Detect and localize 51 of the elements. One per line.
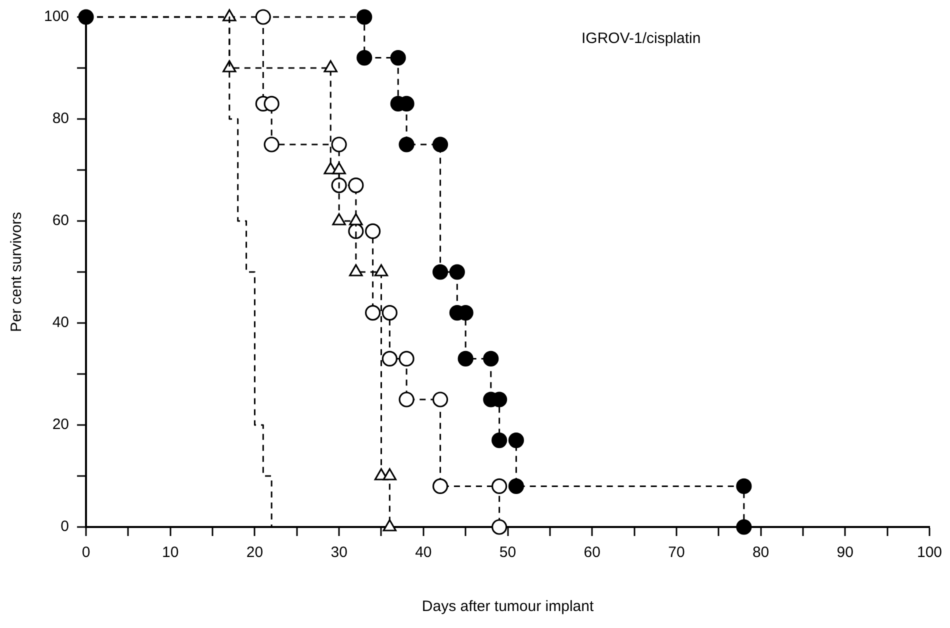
x-axis-title: Days after tumour implant (422, 598, 594, 616)
annotation: IGROV-1/cisplatin (581, 30, 701, 48)
point (508, 478, 524, 494)
point (449, 264, 465, 280)
point (736, 519, 752, 535)
point (382, 305, 398, 321)
x-tick-label: 20 (246, 544, 264, 562)
x-tick-label: 60 (584, 544, 600, 562)
y-tick-label: 40 (52, 314, 70, 332)
x-tick-label: 0 (82, 544, 90, 562)
point (398, 136, 414, 152)
point (432, 136, 448, 152)
point (492, 519, 508, 535)
point (432, 392, 448, 408)
y-tick-label: 20 (52, 416, 70, 434)
x-tick-label: 70 (668, 544, 685, 562)
y-tick-label: 80 (52, 110, 70, 128)
x-tick-label: 50 (499, 544, 516, 562)
point (78, 9, 94, 25)
y-axis-title: Per cent survivors (8, 212, 26, 332)
x-tick-label: 100 (916, 544, 942, 562)
point (432, 478, 448, 494)
point (432, 264, 448, 280)
point (390, 50, 406, 66)
x-tick-label: 10 (162, 544, 179, 562)
point (365, 305, 381, 321)
point (398, 350, 414, 366)
y-tick-label: 60 (52, 212, 70, 230)
x-tick-label: 30 (330, 544, 348, 562)
point (348, 178, 364, 194)
point (398, 392, 414, 408)
x-tick-label: 90 (836, 544, 854, 562)
point (365, 223, 381, 239)
point (458, 350, 474, 366)
point (331, 178, 347, 194)
y-tick-label: 100 (44, 8, 70, 26)
point (264, 136, 280, 152)
point (382, 350, 398, 366)
point (356, 9, 372, 25)
y-tick-label: 0 (60, 518, 70, 536)
point (331, 136, 347, 152)
point (492, 478, 508, 494)
point (483, 350, 499, 366)
point (736, 478, 752, 494)
point (356, 50, 372, 66)
point (255, 9, 271, 25)
point (508, 432, 524, 448)
x-tick-label: 40 (415, 544, 432, 562)
point (492, 432, 508, 448)
x-tick-label: 80 (752, 544, 770, 562)
point (264, 96, 280, 112)
